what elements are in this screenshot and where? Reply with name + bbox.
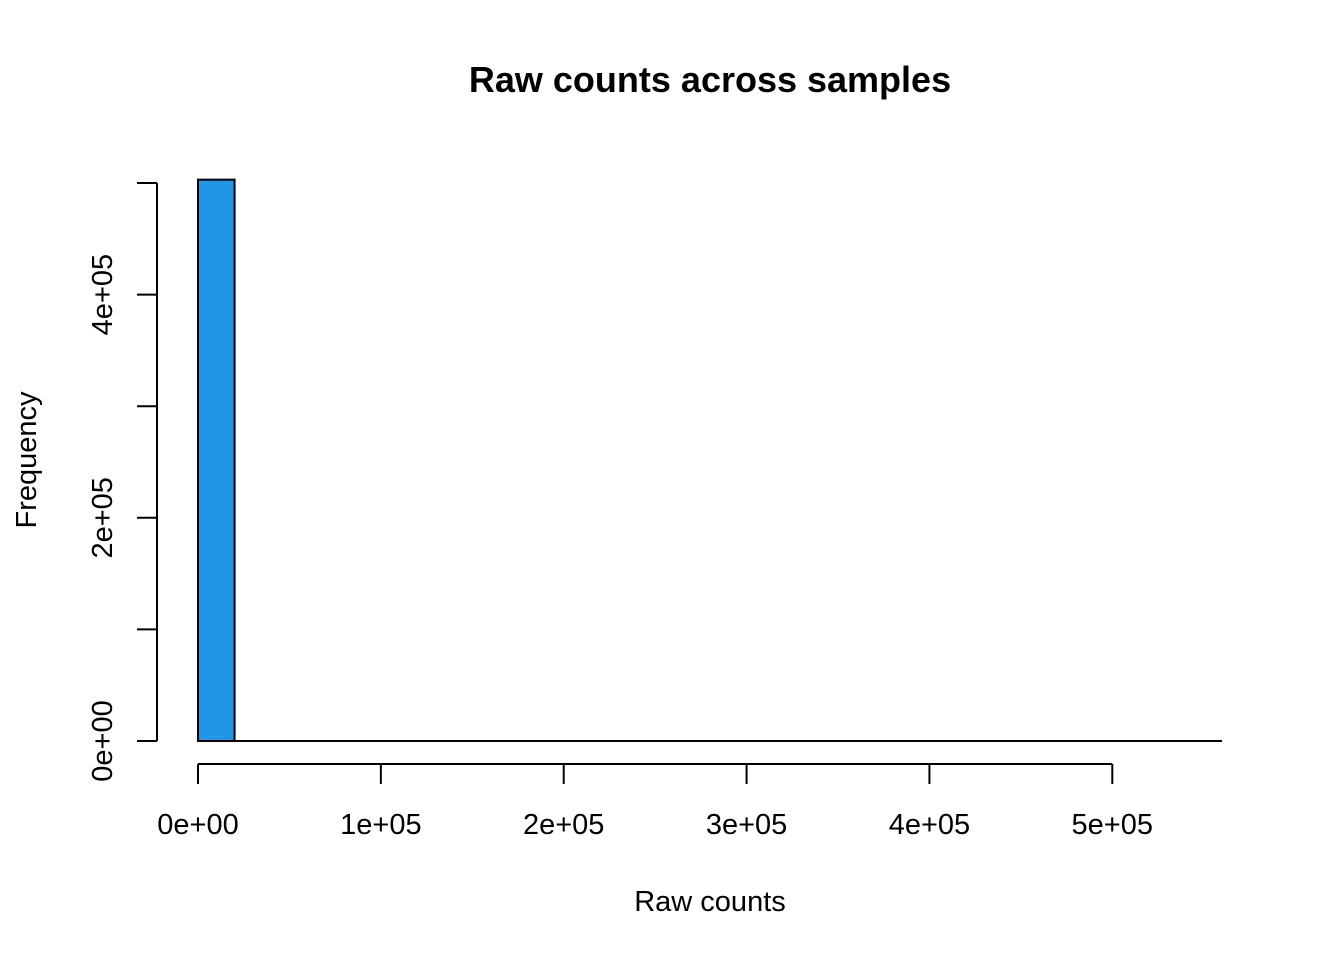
y-axis: 0e+00 2e+05 4e+05 — [87, 182, 158, 782]
histogram-bar — [197, 178, 236, 743]
x-tick-label: 4e+05 — [889, 809, 970, 841]
bars-layer — [197, 178, 1222, 743]
y-tick-label: 0e+00 — [87, 700, 119, 781]
y-tick-label: 2e+05 — [87, 477, 119, 558]
x-tick-label: 3e+05 — [706, 809, 787, 841]
y-tick-label: 4e+05 — [87, 254, 119, 335]
y-axis-label: Frequency — [11, 391, 43, 529]
x-tick-label: 2e+05 — [523, 809, 604, 841]
x-tick-label: 5e+05 — [1072, 809, 1153, 841]
x-tick-label: 0e+00 — [157, 809, 238, 841]
x-axis: 0e+00 1e+05 2e+05 3e+05 4e+05 5e+05 — [157, 763, 1153, 841]
x-axis-label: Raw counts — [634, 886, 786, 918]
chart-title: Raw counts across samples — [469, 59, 951, 100]
x-tick-label: 1e+05 — [340, 809, 421, 841]
